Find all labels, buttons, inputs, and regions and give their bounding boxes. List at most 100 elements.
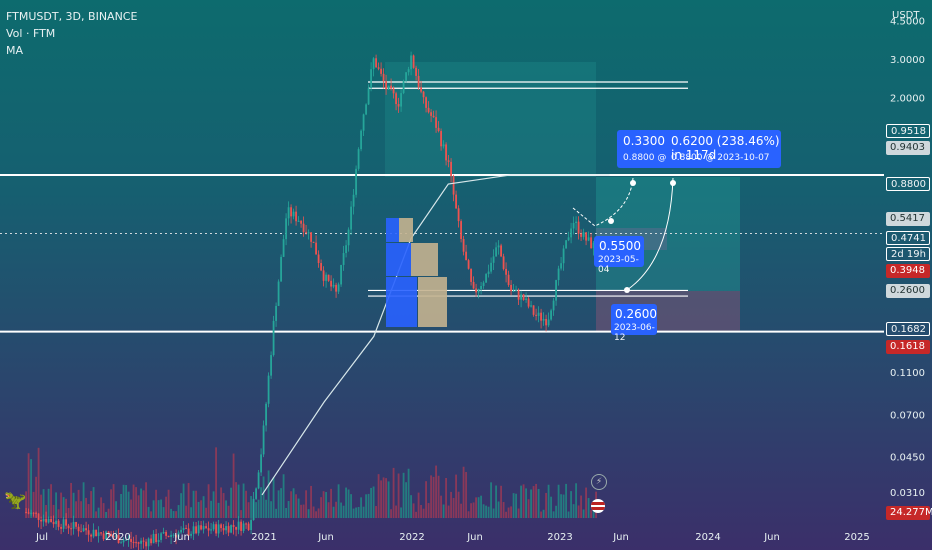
volume-bar-225 <box>587 498 590 518</box>
price-tag: 0.9403 <box>886 141 930 155</box>
candle-body-132 <box>355 168 357 195</box>
candle-body-112 <box>305 231 307 233</box>
volume-bar-175 <box>462 466 465 518</box>
flag-icon[interactable] <box>591 499 605 513</box>
volume-bar-68 <box>195 490 197 518</box>
volume-bars <box>25 447 597 518</box>
volume-bar-6 <box>40 494 42 518</box>
projection-point-1 <box>624 287 630 293</box>
x-tick-label: 2023 <box>547 532 572 543</box>
volume-bar-196 <box>515 493 517 518</box>
volume-bar-4 <box>35 476 37 518</box>
candle-body-220 <box>575 221 577 224</box>
entry-callout[interactable]: 0.5500 2023-05-04 <box>594 236 644 275</box>
volume-bar-212 <box>555 505 557 518</box>
candle-body-216 <box>565 240 567 249</box>
volume-bar-218 <box>570 491 572 518</box>
candle-body-16 <box>65 519 67 526</box>
legend-ma[interactable]: MA <box>6 44 24 57</box>
volume-bar-123 <box>332 506 335 518</box>
volume-bar-62 <box>180 493 182 518</box>
candle-body-129 <box>347 229 350 246</box>
volume-bar-33 <box>107 508 110 518</box>
flash-icon[interactable]: ⚡ <box>591 474 607 490</box>
volume-bar-3 <box>32 491 35 518</box>
volume-bar-96 <box>265 499 267 518</box>
volume-bar-114 <box>310 485 312 518</box>
candle-body-139 <box>372 58 375 70</box>
target-callout[interactable]: 0.3300 0.6200 (238.46%) in 117d 0.8800 @… <box>617 130 781 168</box>
volume-bar-65 <box>187 483 190 518</box>
price-tag: 0.8800 <box>886 177 930 191</box>
legend-volume[interactable]: Vol · FTM <box>6 27 56 40</box>
candle-body-13 <box>57 520 60 527</box>
candle-body-20 <box>75 522 77 527</box>
candle-body-155 <box>412 55 415 68</box>
volume-bar-182 <box>480 495 482 518</box>
volume-bar-1 <box>27 453 30 518</box>
candle-body-166 <box>440 131 442 147</box>
candle-body-65 <box>187 528 190 536</box>
volume-bar-105 <box>287 501 290 518</box>
volume-bar-35 <box>112 484 115 518</box>
candle-body-168 <box>445 144 447 161</box>
candle-body-77 <box>217 524 220 534</box>
candle-body-28 <box>95 529 97 537</box>
volume-bar-2 <box>30 459 32 518</box>
candle-body-15 <box>62 519 65 529</box>
volume-bar-125 <box>337 484 340 518</box>
candle-body-88 <box>245 523 247 525</box>
dinosaur-icon[interactable]: 🦖 <box>4 490 27 511</box>
volume-bar-213 <box>557 484 560 518</box>
candle-body-35 <box>112 536 115 538</box>
volume-bar-25 <box>87 504 90 518</box>
low-callout[interactable]: 0.2600 2023-06-12 <box>611 304 657 343</box>
volume-bar-107 <box>292 488 295 518</box>
candle-body-221 <box>577 221 580 234</box>
candle-body-165 <box>437 127 440 132</box>
candle-body-172 <box>455 194 457 209</box>
volume-bar-138 <box>370 487 372 518</box>
volume-bar-95 <box>262 476 265 518</box>
candle-body-98 <box>270 355 272 376</box>
candle-body-148 <box>395 93 397 105</box>
volume-bar-173 <box>457 491 460 518</box>
candle-body-150 <box>400 93 402 107</box>
candle-body-45 <box>137 542 140 544</box>
candle-body-187 <box>492 256 495 263</box>
volume-bar-112 <box>305 490 307 518</box>
volume-bar-10 <box>50 484 52 518</box>
volume-bar-140 <box>375 506 377 518</box>
volume-bar-158 <box>420 505 422 518</box>
target-a-move: 0.3300 <box>623 134 665 148</box>
price-tag: 24.277M <box>886 506 932 520</box>
volume-bar-37 <box>117 509 120 518</box>
candle-body-173 <box>457 208 460 222</box>
candle-body-195 <box>512 290 515 292</box>
candle-body-73 <box>207 528 210 531</box>
volume-bar-142 <box>380 480 382 518</box>
candle-body-43 <box>132 541 135 543</box>
volume-bar-190 <box>500 485 502 518</box>
candle-body-59 <box>172 534 175 536</box>
candle-body-147 <box>392 88 395 94</box>
volume-bar-141 <box>377 474 380 518</box>
volume-bar-8 <box>45 505 47 518</box>
volume-bar-72 <box>205 507 207 518</box>
candle-body-171 <box>452 176 455 195</box>
candle-body-142 <box>380 68 382 74</box>
volume-bar-148 <box>395 505 397 518</box>
volume-bar-119 <box>322 491 325 518</box>
volume-bar-174 <box>460 503 462 518</box>
candle-body-158 <box>420 87 422 92</box>
target-a-price: 0.8800 @ <box>623 153 667 163</box>
y-axis-unit: USDT <box>892 10 920 21</box>
candle-body-26 <box>90 534 92 537</box>
volume-bar-39 <box>122 484 125 518</box>
legend-symbol[interactable]: FTMUSDT, 3D, BINANCE <box>6 10 138 23</box>
candle-body-170 <box>450 161 452 177</box>
candle-body-120 <box>325 274 327 281</box>
candle-body-140 <box>375 58 377 68</box>
